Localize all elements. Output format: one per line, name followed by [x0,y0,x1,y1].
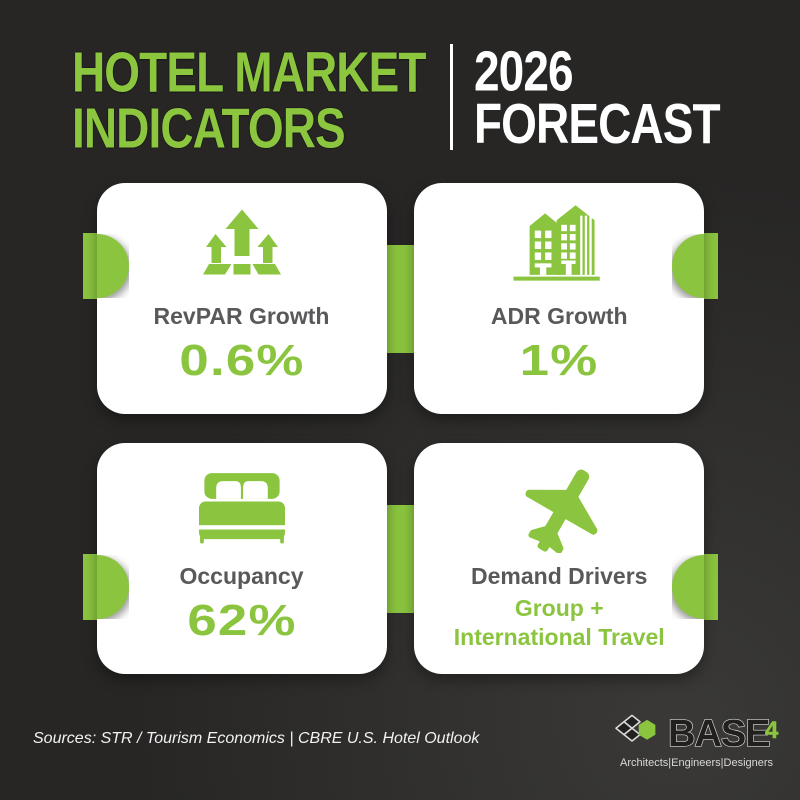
svg-text:BASE: BASE [668,713,770,755]
svg-text:4: 4 [765,717,779,744]
